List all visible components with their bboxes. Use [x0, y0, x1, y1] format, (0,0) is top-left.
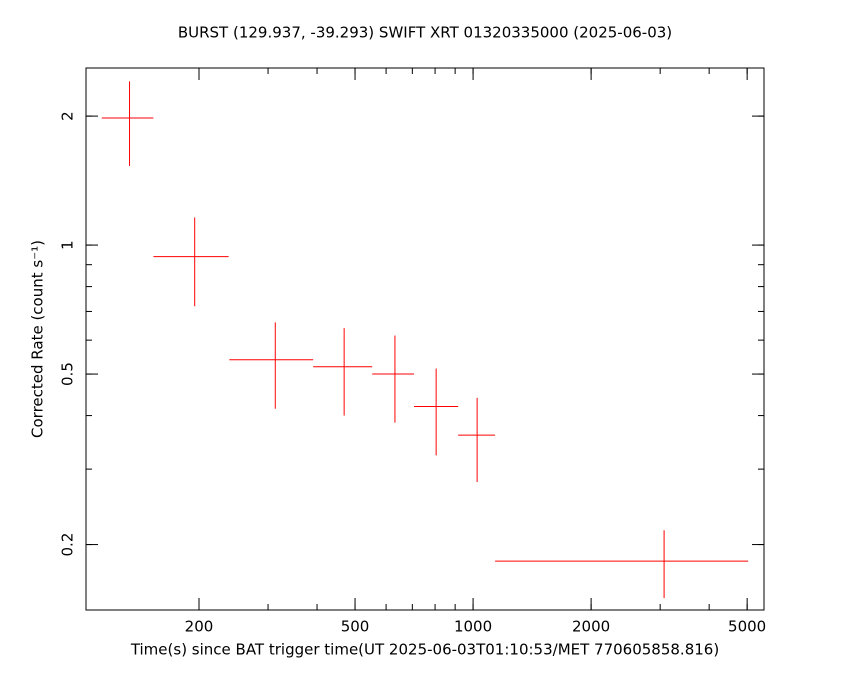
x-tick-label: 1000	[454, 618, 492, 636]
x-tick-label: 2000	[572, 618, 610, 636]
x-axis-label: Time(s) since BAT trigger time(UT 2025-0…	[130, 641, 719, 659]
y-tick-label: 1	[59, 240, 77, 250]
x-tick-label: 5000	[728, 618, 766, 636]
x-tick-label: 500	[341, 618, 370, 636]
y-tick-label: 0.2	[59, 533, 77, 557]
y-tick-label: 2	[59, 111, 77, 121]
chart-title: BURST (129.937, -39.293) SWIFT XRT 01320…	[178, 24, 672, 42]
y-tick-label: 0.5	[59, 362, 77, 386]
plot-frame	[85, 67, 765, 611]
x-tick-label: 200	[185, 618, 214, 636]
y-axis-label: Corrected Rate (count s⁻¹)	[29, 240, 47, 438]
